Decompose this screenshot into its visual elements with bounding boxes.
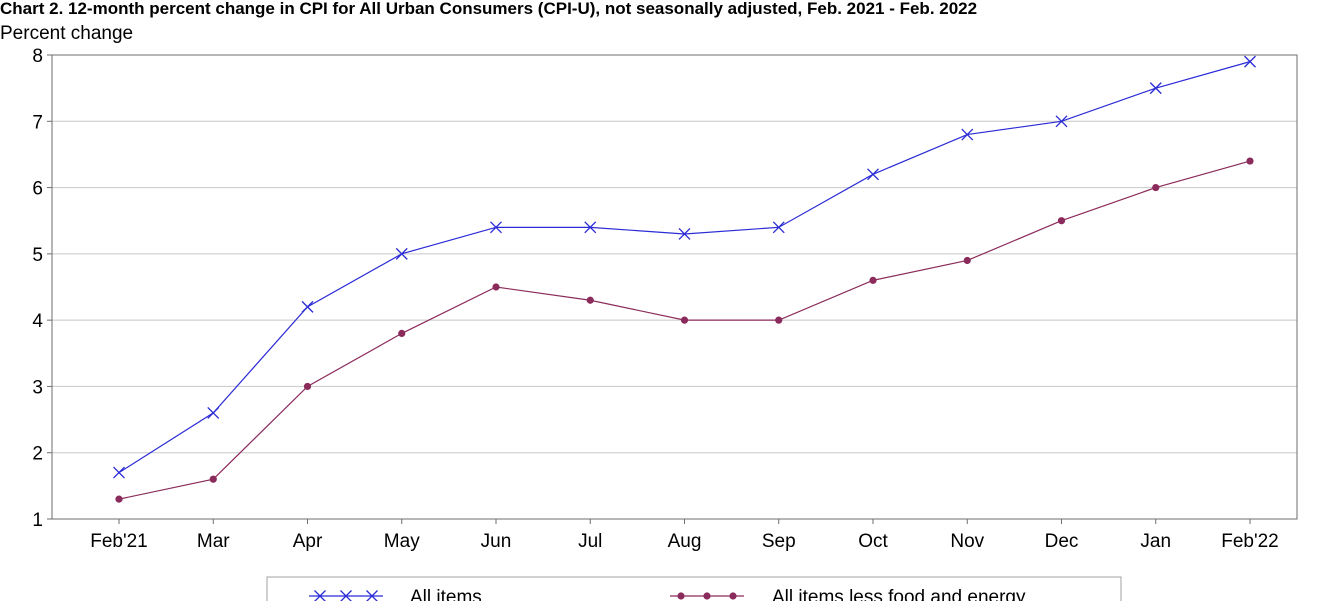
data-point bbox=[963, 256, 971, 265]
x-tick-label: Dec bbox=[1045, 531, 1079, 552]
data-point bbox=[1055, 115, 1068, 128]
x-tick-label: Jul bbox=[578, 531, 602, 552]
gridlines bbox=[52, 120, 1297, 454]
data-point bbox=[1152, 183, 1160, 192]
data-point bbox=[869, 276, 877, 284]
data-point bbox=[113, 466, 125, 479]
series-line bbox=[118, 61, 1251, 474]
y-tick-label: 3 bbox=[32, 377, 43, 398]
data-point bbox=[772, 221, 785, 234]
x-tick-label: Aug bbox=[668, 531, 702, 552]
data-point bbox=[680, 316, 689, 324]
data-point bbox=[961, 128, 974, 141]
x-tick-label: Jan bbox=[1140, 531, 1171, 552]
x-axis-ticks: Feb'21 Mar Apr May Jun Jul Aug Sep Oct Nov Dec Jan F… bbox=[90, 519, 1279, 552]
x-tick-label: Oct bbox=[858, 531, 888, 552]
x-tick-label: Feb'22 bbox=[1221, 531, 1279, 552]
data-point bbox=[301, 300, 314, 313]
data-point bbox=[303, 382, 312, 391]
series-1 bbox=[115, 157, 1254, 503]
chart-title: Chart 2. 12-month percent change in CPI … bbox=[0, 0, 977, 18]
x-tick-label: Apr bbox=[293, 531, 323, 552]
y-tick-label: 2 bbox=[32, 444, 43, 465]
y-axis-ticks: 1 2 3 4 5 6 7 8 bbox=[32, 46, 52, 531]
series-0 bbox=[113, 55, 1256, 479]
legend: All items All items less food and energy bbox=[266, 576, 1122, 601]
x-tick-label: Sep bbox=[762, 531, 796, 552]
data-point bbox=[867, 168, 879, 181]
y-tick-label: 7 bbox=[32, 112, 43, 133]
data-point bbox=[398, 329, 406, 337]
data-point bbox=[584, 221, 597, 234]
y-tick-label: 1 bbox=[32, 510, 43, 531]
data-point bbox=[490, 221, 502, 234]
data-point bbox=[207, 406, 220, 419]
legend-label-all-items: All items bbox=[410, 587, 482, 601]
x-tick-label: Feb'21 bbox=[90, 531, 148, 552]
y-tick-label: 8 bbox=[32, 46, 43, 67]
data-point bbox=[209, 475, 217, 483]
data-point bbox=[395, 247, 408, 260]
y-tick-label: 5 bbox=[32, 245, 43, 266]
legend-swatch-all-items bbox=[309, 590, 383, 601]
series-line bbox=[118, 160, 1251, 500]
data-point bbox=[1246, 157, 1254, 165]
y-axis-label: Percent change bbox=[0, 23, 133, 44]
data-point bbox=[492, 283, 500, 291]
y-tick-label: 6 bbox=[32, 179, 43, 200]
plot-area bbox=[51, 54, 1298, 520]
data-point bbox=[115, 495, 123, 503]
data-point bbox=[775, 316, 783, 324]
x-tick-label: Mar bbox=[197, 531, 230, 552]
series bbox=[113, 55, 1256, 503]
x-tick-label: Jun bbox=[481, 531, 512, 552]
data-point bbox=[678, 228, 691, 240]
x-tick-label: Nov bbox=[950, 531, 984, 552]
legend-swatch-core bbox=[670, 592, 744, 600]
y-tick-label: 4 bbox=[32, 311, 43, 332]
data-point bbox=[1057, 217, 1066, 225]
x-tick-label: May bbox=[384, 531, 420, 552]
legend-box bbox=[266, 576, 1122, 601]
data-point bbox=[1244, 55, 1256, 68]
data-point bbox=[586, 296, 594, 304]
legend-label-core: All items less food and energy bbox=[772, 587, 1026, 601]
data-point bbox=[1149, 82, 1162, 95]
